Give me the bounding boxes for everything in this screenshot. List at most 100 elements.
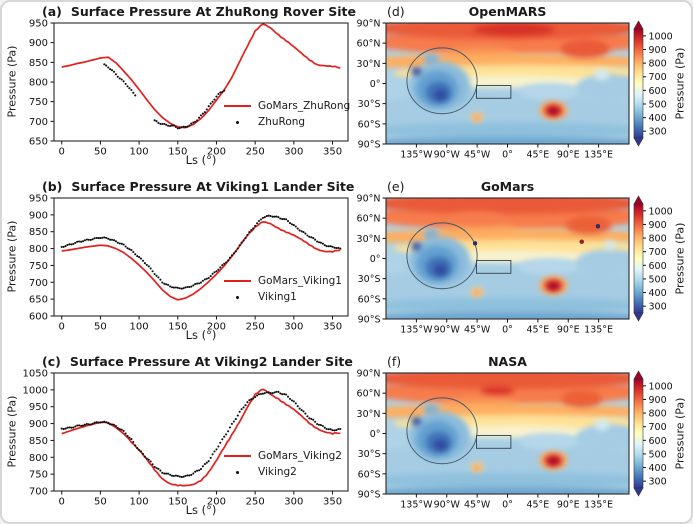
svg-text:90°E: 90°E	[557, 150, 580, 161]
svg-text:60°N: 60°N	[357, 214, 381, 225]
colorbar-bottom-arrow	[633, 487, 644, 497]
svg-text:100: 100	[130, 497, 149, 508]
svg-text:350: 350	[323, 497, 342, 508]
svg-text:90°S: 90°S	[358, 315, 381, 326]
svg-text:900: 900	[29, 210, 48, 221]
svg-text:0: 0	[59, 322, 65, 333]
svg-text:90°S: 90°S	[358, 490, 381, 501]
svg-text:60°S: 60°S	[358, 469, 381, 480]
svg-text:300: 300	[649, 127, 667, 138]
svg-text:45°W: 45°W	[464, 325, 491, 336]
zhurong-chart-canvas: 0 50 100 150 200 250 300 350 650 700 750 800 850 900 9…	[29, 19, 349, 158]
colorbar-top-arrow	[633, 195, 644, 205]
svg-text:600: 600	[649, 436, 667, 447]
svg-text:700: 700	[29, 487, 48, 498]
plot-frame	[53, 197, 349, 317]
series-line	[61, 221, 341, 301]
svg-text:700: 700	[29, 278, 48, 289]
panel-d-openmars: 135°W 90°W 45°W 0° 45°E 90°E 135°E 90°N 60°N 30°N…	[357, 2, 691, 177]
svg-text:90°E: 90°E	[557, 500, 580, 511]
pressure-field	[386, 198, 629, 319]
svg-text:200: 200	[207, 497, 226, 508]
svg-text:90°N: 90°N	[357, 194, 381, 205]
svg-text:250: 250	[246, 322, 265, 333]
svg-text:900: 900	[649, 395, 667, 406]
svg-text:850: 850	[29, 227, 48, 238]
panel-f-label: (f)	[387, 354, 402, 369]
svg-text:0: 0	[59, 147, 65, 158]
svg-text:60°S: 60°S	[358, 119, 381, 130]
legend-entry-gomars-viking2: GoMars_Viking2	[224, 448, 342, 464]
svg-text:0°: 0°	[370, 79, 381, 90]
svg-text:850: 850	[29, 436, 48, 447]
svg-text:700: 700	[649, 72, 667, 83]
legend-entry-viking2: Viking2	[224, 464, 342, 480]
openmars-map-canvas: 135°W 90°W 45°W 0° 45°E 90°E 135°E 90°N 60°N 30°N…	[357, 19, 673, 161]
red-line-swatch	[224, 454, 251, 458]
colorbar: 300 400 500 600 700 800 900 1000	[633, 370, 673, 497]
svg-text:135°W: 135°W	[400, 325, 433, 336]
svg-text:300: 300	[284, 497, 303, 508]
svg-text:50: 50	[94, 497, 107, 508]
svg-text:90°E: 90°E	[557, 325, 580, 336]
panel-d-title: OpenMARS	[468, 4, 547, 19]
colorbar: 300 400 500 600 700 800 900 1000	[633, 20, 673, 147]
svg-text:0°: 0°	[502, 325, 513, 336]
svg-text:1050: 1050	[23, 369, 48, 380]
svg-text:90°N: 90°N	[357, 19, 381, 30]
svg-text:500: 500	[649, 449, 667, 460]
pressure-field	[386, 373, 629, 494]
ZhuRong-site-marker	[579, 239, 584, 244]
svg-text:150: 150	[168, 497, 187, 508]
svg-text:60°S: 60°S	[358, 294, 381, 305]
panel-f-title: NASA	[488, 354, 527, 369]
svg-text:900: 900	[649, 220, 667, 231]
svg-text:750: 750	[29, 261, 48, 272]
colorbar-label: Pressure (Pa)	[673, 47, 687, 120]
svg-text:45°W: 45°W	[464, 500, 491, 511]
tharsis-region-ellipse	[406, 397, 478, 465]
svg-text:900: 900	[29, 419, 48, 430]
svg-text:800: 800	[649, 234, 667, 245]
svg-text:30°S: 30°S	[358, 449, 381, 460]
svg-text:90°W: 90°W	[434, 325, 461, 336]
black-dot-swatch	[224, 470, 251, 474]
svg-text:350: 350	[323, 322, 342, 333]
colorbar-top-arrow	[633, 370, 644, 380]
axis-ticks: 0 50 100 150 200 250 300 350 700 750 800 850 900 950 1…	[23, 369, 343, 508]
colorbar-label: Pressure (Pa)	[673, 222, 687, 295]
svg-text:45°E: 45°E	[526, 500, 549, 511]
svg-text:800: 800	[649, 409, 667, 420]
svg-text:200: 200	[207, 147, 226, 158]
panel-b-title: (b) Surface Pressure At Viking1 Lander Si…	[42, 179, 355, 194]
series-scatter	[60, 390, 342, 479]
svg-text:135°E: 135°E	[584, 500, 613, 511]
svg-text:500: 500	[649, 99, 667, 110]
viking2-chart-canvas: 0 50 100 150 200 250 300 350 700 750 800 850 900 950 1…	[23, 369, 349, 508]
plot-frame	[53, 22, 349, 142]
svg-text:800: 800	[29, 78, 48, 89]
legend-entry-gomars-zhurong: GoMars_ZhuRong	[224, 98, 350, 114]
panel-c-label: (c)	[42, 354, 61, 369]
Viking1-site-marker	[472, 241, 478, 246]
svg-text:50: 50	[94, 147, 107, 158]
svg-text:45°E: 45°E	[526, 325, 549, 336]
svg-text:850: 850	[29, 58, 48, 69]
panel-d-label: (d)	[387, 4, 405, 19]
legend-entry-zhurong: ZhuRong	[224, 114, 350, 130]
svg-text:30°S: 30°S	[358, 274, 381, 285]
svg-text:150: 150	[168, 322, 187, 333]
panel-a-zhurong: 0 50 100 150 200 250 300 350 650 700 750 800 850 900 9…	[2, 2, 362, 177]
panel-b-label: (b)	[42, 179, 63, 194]
y-axis-label: Pressure (Pa)	[5, 220, 19, 293]
svg-text:135°E: 135°E	[584, 150, 613, 161]
svg-text:0°: 0°	[370, 429, 381, 440]
legend-entry-viking1: Viking1	[224, 289, 342, 305]
svg-text:950: 950	[29, 19, 48, 30]
pressure-field	[386, 23, 629, 144]
svg-text:500: 500	[649, 274, 667, 285]
svg-text:0: 0	[59, 497, 65, 508]
series-line	[61, 23, 341, 129]
svg-text:250: 250	[246, 497, 265, 508]
